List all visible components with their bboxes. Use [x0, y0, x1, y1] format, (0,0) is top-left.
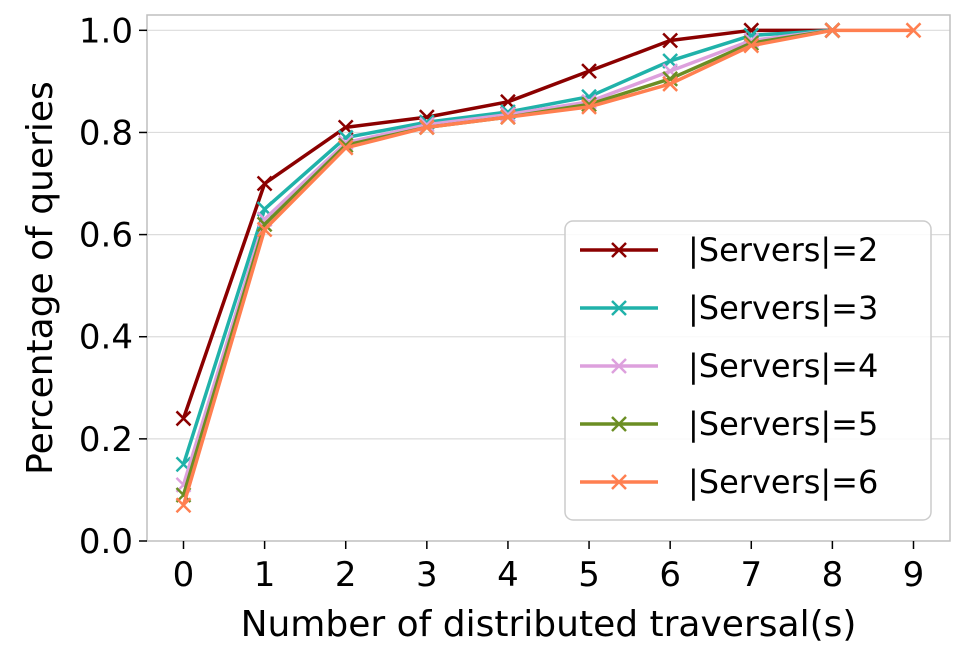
- plot-area-frame: [146, 14, 951, 542]
- data-point: [256, 175, 273, 192]
- legend-marker: [611, 242, 627, 258]
- data-point: [175, 497, 192, 514]
- x-tick-label: 2: [335, 555, 357, 595]
- x-tick-label: 7: [740, 555, 762, 595]
- series-line: [181, 28, 914, 506]
- legend-marker: [611, 300, 627, 316]
- y-axis-title: Percentage of queries: [20, 81, 61, 475]
- data-point: [905, 22, 922, 39]
- x-tick-label: 4: [497, 555, 519, 595]
- data-point: [581, 63, 597, 80]
- data-point: [256, 216, 273, 233]
- x-tick-label: 1: [254, 555, 276, 595]
- x-tick-label: 5: [578, 555, 600, 595]
- data-point: [662, 32, 679, 49]
- legend-label: |Servers|=6: [688, 463, 878, 501]
- x-tick-label: 0: [173, 555, 195, 595]
- x-axis-title: Number of distributed traversal(s): [241, 604, 857, 645]
- y-tick-label: 0.4: [79, 318, 133, 358]
- legend-marker: [611, 358, 627, 374]
- y-tick-label: 1.0: [79, 11, 133, 51]
- x-tick-label: 3: [416, 555, 438, 595]
- data-point: [337, 137, 354, 154]
- legend-marker: [611, 474, 627, 490]
- x-tick-label: 9: [903, 555, 925, 595]
- data-point: [418, 119, 435, 136]
- y-tick-label: 0.2: [79, 420, 133, 460]
- legend-label: |Servers|=5: [688, 405, 878, 443]
- series-lines: [175, 22, 922, 514]
- data-point: [581, 99, 597, 115]
- legend-item: |Servers|=6: [580, 463, 878, 501]
- x-axis-ticks: 0 1 2 3 4 5 6 7 8 9: [173, 541, 925, 595]
- series-5: [175, 22, 922, 514]
- legend-marker: [611, 416, 627, 432]
- legend-item: |Servers|=4: [580, 347, 878, 385]
- legend-box: [564, 220, 932, 521]
- y-axis-ticks: 0.0 0.2 0.4 0.6 0.8 1.0: [79, 11, 147, 562]
- legend-label: |Servers|=3: [688, 289, 878, 327]
- legend-item: |Servers|=3: [580, 289, 878, 327]
- data-point: [743, 37, 760, 54]
- y-tick-label: 0.0: [79, 522, 133, 562]
- y-tick-label: 0.6: [79, 216, 133, 256]
- legend-label: |Servers|=4: [688, 347, 878, 385]
- y-tick-label: 0.8: [79, 113, 133, 153]
- legend-item: |Servers|=5: [580, 405, 878, 443]
- data-point: [175, 410, 192, 427]
- legend-item: |Servers|=2: [580, 231, 878, 269]
- data-point: [337, 139, 354, 156]
- legend: |Servers|=2 |Servers|=3 |Servers|=4 |Server…: [564, 220, 932, 521]
- legend-label: |Servers|=2: [688, 231, 878, 269]
- data-point: [662, 76, 679, 92]
- x-tick-label: 8: [822, 555, 844, 595]
- x-tick-label: 6: [659, 555, 681, 595]
- data-point: [500, 109, 516, 126]
- data-point: [256, 221, 273, 238]
- data-point: [824, 22, 841, 39]
